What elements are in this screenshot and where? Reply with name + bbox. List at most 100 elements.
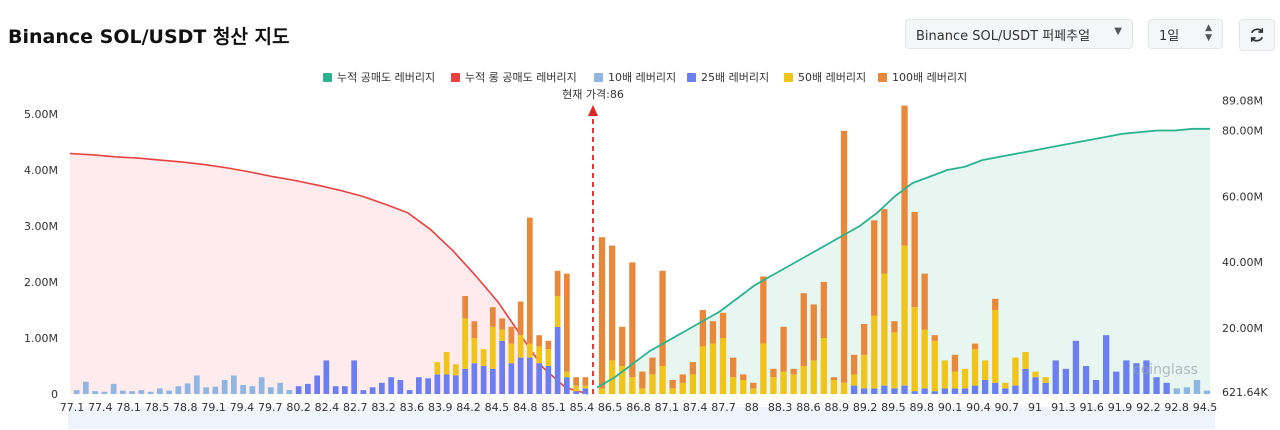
x-axis-band xyxy=(68,407,1215,429)
short-bar-l50 xyxy=(629,377,636,394)
short-bar-l50 xyxy=(659,366,666,394)
short-bar-l100 xyxy=(800,293,807,366)
short-bar-l10 xyxy=(1193,380,1201,394)
long-bar-l100 xyxy=(499,318,505,330)
short-bar-l25 xyxy=(861,388,868,394)
short-bar-l50 xyxy=(941,360,948,389)
short-bar-l100 xyxy=(810,304,817,361)
long-bar-l10 xyxy=(221,380,228,394)
y-left-tick: 4.00M xyxy=(24,164,58,177)
long-bar-l25 xyxy=(416,377,422,394)
legend-swatch xyxy=(323,73,332,82)
short-bar-l50 xyxy=(901,245,908,386)
short-bar-l50 xyxy=(951,371,959,389)
long-bar-l50 xyxy=(480,349,487,366)
short-bar-l100 xyxy=(891,321,898,333)
long-bar-l25 xyxy=(453,375,459,394)
long-bar-l25 xyxy=(388,377,394,394)
refresh-button[interactable] xyxy=(1239,19,1275,51)
short-bar-l25 xyxy=(1012,385,1019,394)
short-bar-l100 xyxy=(971,343,979,350)
long-bar-l25 xyxy=(342,386,348,394)
x-tick: 88.3 xyxy=(768,401,793,414)
short-bar-l25 xyxy=(1123,360,1130,394)
x-tick: 84.8 xyxy=(513,401,538,414)
long-bar-l25 xyxy=(351,360,357,394)
short-bar-l50 xyxy=(649,374,656,394)
long-bar-l25 xyxy=(582,388,589,394)
x-tick: 87.4 xyxy=(683,401,708,414)
short-bar-l100 xyxy=(861,324,868,355)
long-bar-l10 xyxy=(286,390,293,394)
short-bar-l50 xyxy=(750,388,757,394)
long-bar-l100 xyxy=(527,217,533,344)
long-bar-l10 xyxy=(92,391,98,394)
long-bar-l25 xyxy=(360,390,367,394)
short-bar-l50 xyxy=(921,329,928,389)
long-bar-l10 xyxy=(129,391,135,394)
y-right-tick: 40.00M xyxy=(1222,256,1263,269)
x-tick: 78.8 xyxy=(173,401,198,414)
x-tick: 85.1 xyxy=(541,401,566,414)
long-bar-l10 xyxy=(231,375,237,394)
pair-select[interactable]: Binance SOL/USDT 퍼페추얼 ▼ xyxy=(905,19,1133,49)
x-tick: 88 xyxy=(745,401,759,414)
short-bar-l25 xyxy=(992,382,999,394)
short-bar-l100 xyxy=(881,209,888,274)
short-bar-l25 xyxy=(1042,382,1049,394)
x-tick: 83.6 xyxy=(400,401,425,414)
legend-label: 25배 레버리지 xyxy=(701,71,769,84)
short-bar-l100 xyxy=(851,354,858,375)
short-bar-l10 xyxy=(1203,390,1211,394)
x-tick: 90.4 xyxy=(966,401,991,414)
short-bar-l25 xyxy=(1153,377,1160,394)
long-bar-l25 xyxy=(443,374,450,394)
short-bar-l100 xyxy=(951,354,959,372)
x-tick: 90.1 xyxy=(938,401,963,414)
x-tick: 85.4 xyxy=(570,401,595,414)
long-bar-l25 xyxy=(314,375,320,394)
long-bar-l25 xyxy=(573,391,579,394)
short-bar-l25 xyxy=(1133,363,1140,394)
long-bar-l10 xyxy=(73,390,80,394)
long-bar-l50 xyxy=(517,335,524,358)
short-bar-l25 xyxy=(961,388,969,394)
x-tick: 92.8 xyxy=(1164,401,1189,414)
short-bar-l10 xyxy=(1173,388,1180,394)
long-bar-l50 xyxy=(508,343,515,364)
short-bar-l100 xyxy=(639,371,646,389)
short-bar-l50 xyxy=(810,360,817,394)
long-bar-l25 xyxy=(462,368,468,394)
long-bar-l10 xyxy=(166,390,172,394)
long-bar-l10 xyxy=(138,390,145,394)
short-bar-l25 xyxy=(1002,388,1009,394)
short-bar-l50 xyxy=(679,382,686,394)
short-bar-l50 xyxy=(1012,357,1019,386)
short-bar-l100 xyxy=(901,105,908,246)
short-bar-l25 xyxy=(1082,366,1090,394)
short-bar-l50 xyxy=(1032,371,1039,378)
long-bar-l10 xyxy=(240,385,246,394)
legend-label: 100배 레버리지 xyxy=(892,71,967,84)
x-tick: 89.8 xyxy=(910,401,935,414)
short-bar-l25 xyxy=(901,385,908,394)
short-bar-l50 xyxy=(840,382,848,394)
short-bar-l50 xyxy=(971,349,979,386)
short-bar-l100 xyxy=(750,382,757,389)
long-bar-l25 xyxy=(499,340,505,394)
x-tick: 83.9 xyxy=(428,401,453,414)
y-right-tick: 80.00M xyxy=(1222,124,1263,137)
short-bar-l25 xyxy=(1072,340,1080,394)
short-bar-l100 xyxy=(679,374,686,383)
long-bar-l25 xyxy=(379,382,385,394)
x-tick: 87.7 xyxy=(711,401,736,414)
period-select[interactable]: 1일 ▲ ▼ xyxy=(1148,19,1223,49)
short-bar-l100 xyxy=(649,357,656,375)
short-bar-l100 xyxy=(699,310,706,347)
short-bar-l100 xyxy=(840,130,848,383)
long-bar-l10 xyxy=(212,386,219,394)
short-bar-l25 xyxy=(1062,368,1069,394)
long-bar-l25 xyxy=(369,387,376,394)
short-bar-l50 xyxy=(961,368,969,389)
long-bar-l50 xyxy=(582,385,589,389)
